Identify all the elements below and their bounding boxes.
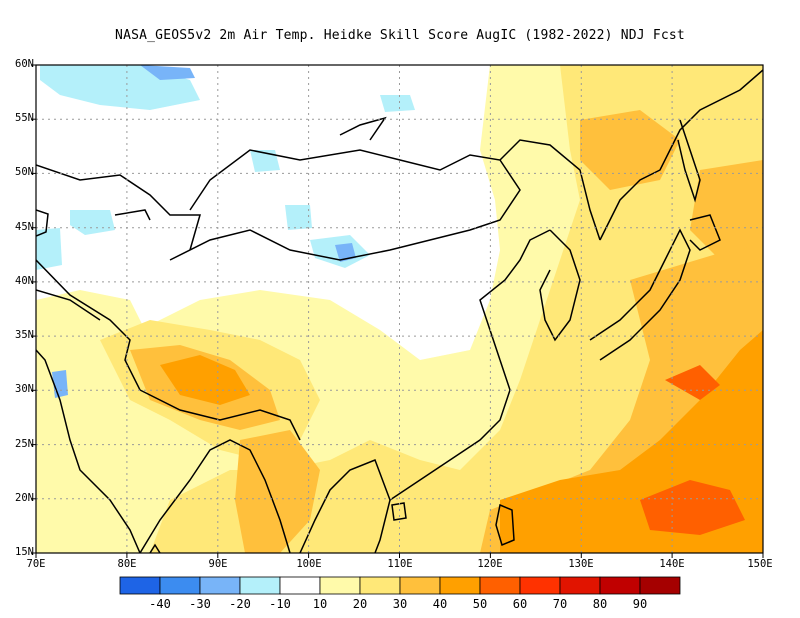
colorbar-swatch bbox=[239, 576, 281, 595]
lon-label-90e: 90E bbox=[208, 558, 228, 570]
colorbar-swatch bbox=[119, 576, 161, 595]
colorbar-swatch bbox=[519, 576, 561, 595]
shade-level-50-pacific bbox=[640, 480, 745, 535]
colorbar-label: -30 bbox=[189, 597, 211, 611]
lon-label-150e: 150E bbox=[747, 558, 773, 570]
lon-label-120e: 120E bbox=[477, 558, 503, 570]
colorbar-swatch bbox=[359, 576, 401, 595]
border-russia-china-east bbox=[499, 139, 601, 241]
colorbar-label: -20 bbox=[229, 597, 251, 611]
colorbar-swatch bbox=[319, 576, 361, 595]
colorbar-label: 60 bbox=[512, 597, 528, 611]
coast-hokkaido bbox=[689, 214, 721, 251]
coast-india-west bbox=[36, 349, 141, 553]
shade-level-neg10-russia-east bbox=[250, 150, 280, 172]
shade-level-neg10-kazakhstan bbox=[70, 210, 115, 235]
shade-level-40-tibet-core bbox=[160, 355, 250, 405]
shade-level-30-east-siberia bbox=[580, 110, 680, 190]
lon-label-130e: 130E bbox=[568, 558, 594, 570]
border-kazakhstan bbox=[36, 164, 201, 251]
lat-label-35n: 35N bbox=[15, 329, 34, 341]
colorbar-label: 80 bbox=[592, 597, 608, 611]
shade-level-neg20-siberia-n bbox=[140, 65, 195, 80]
map-title: NASA_GEOS5v2 2m Air Temp. Heidke Skill S… bbox=[115, 28, 685, 43]
coast-sri-lanka bbox=[149, 543, 161, 553]
colorbar-label: 70 bbox=[552, 597, 568, 611]
border-afghan bbox=[36, 289, 101, 321]
colorbar bbox=[119, 576, 681, 595]
colorbar-swatch bbox=[479, 576, 521, 595]
colorbar-label: 40 bbox=[432, 597, 448, 611]
colorbar-swatch bbox=[199, 576, 241, 595]
border-china-mongolia bbox=[169, 149, 521, 261]
colorbar-swatch bbox=[399, 576, 441, 595]
coast-indochina bbox=[299, 459, 391, 553]
coast-bay-of-bengal bbox=[139, 439, 291, 553]
lat-label-50n: 50N bbox=[15, 166, 34, 178]
caspian-aral bbox=[36, 209, 49, 237]
colorbar-label: -10 bbox=[269, 597, 291, 611]
lat-label-45n: 45N bbox=[15, 221, 34, 233]
colorbar-label: -40 bbox=[149, 597, 171, 611]
shade-level-30-japan-east bbox=[690, 160, 763, 260]
colorbar-label: 50 bbox=[472, 597, 488, 611]
coast-taiwan bbox=[495, 503, 515, 547]
lake-baikal bbox=[339, 116, 387, 141]
lat-label-25n: 25N bbox=[15, 438, 34, 450]
lon-label-110e: 110E bbox=[387, 558, 413, 570]
lat-label-30n: 30N bbox=[15, 383, 34, 395]
colorbar-swatch bbox=[279, 576, 321, 595]
axis-ticks bbox=[31, 64, 764, 558]
colorbar-label: 10 bbox=[312, 597, 328, 611]
colorbar-swatch bbox=[559, 576, 601, 595]
gridlines bbox=[36, 65, 763, 553]
shade-level-30-indochina bbox=[235, 430, 320, 553]
coast-sakhalin bbox=[677, 119, 701, 203]
lat-label-40n: 40N bbox=[15, 275, 34, 287]
lon-label-80e: 80E bbox=[117, 558, 137, 570]
colorbar-swatch bbox=[639, 576, 681, 595]
shade-level-50-pacific-east bbox=[665, 365, 720, 400]
coast-japan bbox=[589, 228, 691, 361]
lon-label-100e: 100E bbox=[296, 558, 322, 570]
colorbar-swatch bbox=[599, 576, 641, 595]
colorbar-swatch bbox=[439, 576, 481, 595]
lat-label-60n: 60N bbox=[15, 58, 34, 70]
colorbar-swatch bbox=[159, 576, 201, 595]
colorbar-label: 20 bbox=[352, 597, 368, 611]
lat-label-20n: 20N bbox=[15, 492, 34, 504]
shade-level-neg10-central-asia bbox=[285, 205, 312, 230]
coast-okhotsk bbox=[599, 69, 763, 241]
shade-level-neg10-west-edge bbox=[36, 228, 62, 270]
lat-label-55n: 55N bbox=[15, 112, 34, 124]
lon-label-140e: 140E bbox=[659, 558, 685, 570]
shade-level-neg10-siberia-north-c bbox=[380, 95, 415, 112]
lon-label-70e: 70E bbox=[26, 558, 46, 570]
coastlines bbox=[36, 69, 763, 553]
lake-balkhash bbox=[114, 209, 151, 221]
colorbar-label: 30 bbox=[392, 597, 408, 611]
lat-label-15n: 15N bbox=[15, 546, 34, 558]
colorbar-label: 90 bbox=[632, 597, 648, 611]
coast-korea bbox=[539, 229, 581, 342]
